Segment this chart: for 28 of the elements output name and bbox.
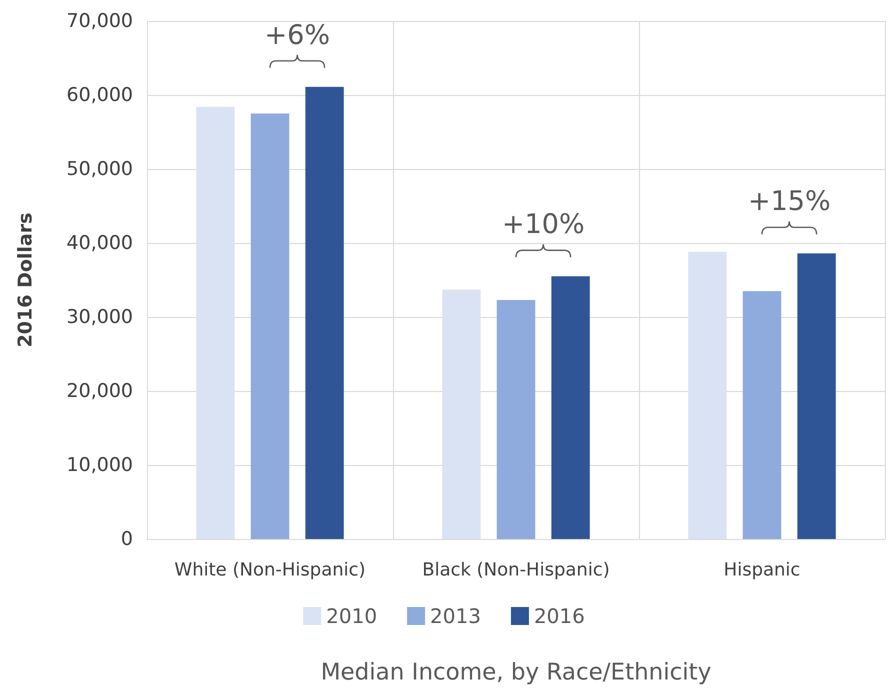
legend-label: 2013	[430, 604, 481, 628]
bar	[551, 276, 590, 539]
bar	[797, 253, 836, 539]
y-tick-label: 60,000	[66, 84, 133, 106]
bar	[496, 300, 536, 539]
legend-label: 2010	[326, 604, 378, 628]
bar	[250, 114, 290, 539]
y-tick-label: 40,000	[66, 232, 133, 254]
x-tick-label: Black (Non-Hispanic)	[422, 560, 610, 580]
annotation: +10%	[502, 209, 585, 240]
y-axis-title: 2016 Dollars	[14, 212, 36, 348]
bar	[442, 290, 481, 539]
x-tick-label: Hispanic	[724, 560, 800, 580]
y-tick-label: 10,000	[66, 454, 133, 476]
y-tick-label: 50,000	[66, 158, 133, 180]
bar	[196, 106, 235, 539]
y-tick-label: 20,000	[66, 380, 133, 402]
bar	[742, 291, 782, 539]
bar	[305, 86, 344, 539]
annotation: +15%	[748, 186, 831, 218]
y-tick-label: 70,000	[66, 10, 133, 32]
y-tick-label: 0	[120, 528, 133, 550]
x-axis-title: Median Income, by Race/Ethnicity	[320, 660, 712, 686]
annotation: +6%	[264, 20, 330, 51]
y-tick-label: 30,000	[66, 306, 133, 328]
legend-label: 2016	[534, 604, 585, 628]
x-tick-label: White (Non-Hispanic)	[174, 560, 366, 580]
bar	[688, 252, 727, 539]
